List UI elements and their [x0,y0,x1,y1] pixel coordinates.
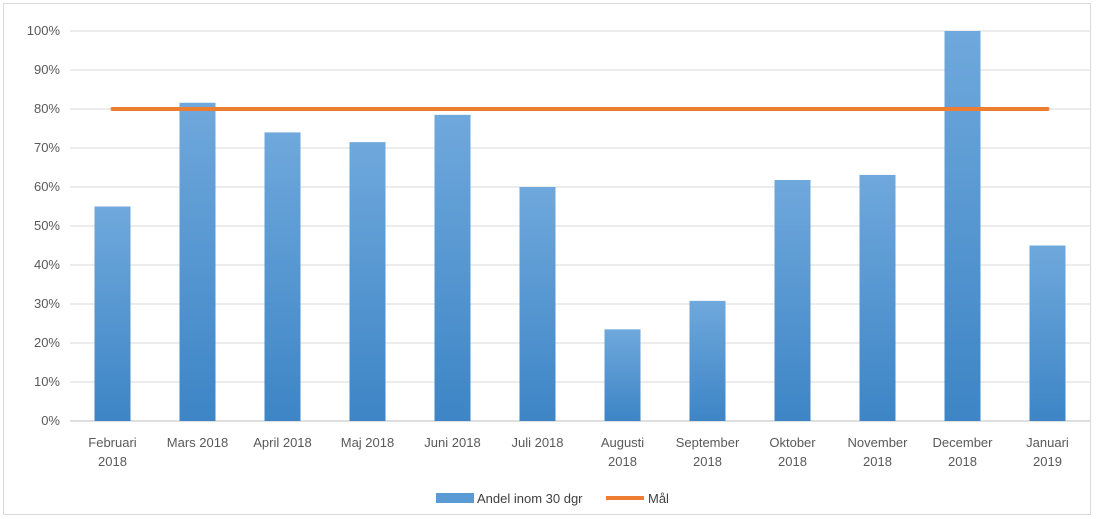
x-tick-label: April 2018 [253,435,312,450]
y-tick-label: 40% [34,257,60,272]
bar [859,174,896,421]
x-tick-label: Augusti 2018 [601,435,644,469]
legend: Andel inom 30 dgr Mål [436,491,669,506]
bar-series [94,31,1066,421]
bar [264,132,301,421]
bar [774,179,811,421]
y-axis-ticks: 0% 10% 20% 30% 40% 50% 60% 70% 80% 90% 100% [27,23,61,428]
y-tick-label: 0% [41,413,60,428]
x-tick-label: November 2018 [848,435,909,469]
y-tick-label: 80% [34,101,60,116]
x-tick-label: Juni 2018 [424,435,480,450]
y-tick-label: 70% [34,140,60,155]
legend-label-line: Mål [648,491,669,506]
x-tick-label: Februari 2018 [88,435,137,469]
x-tick-label: Januari 2019 [1026,435,1069,469]
bar [349,142,386,421]
bar [604,329,641,421]
legend-label-bar: Andel inom 30 dgr [477,491,583,506]
y-tick-label: 50% [34,218,60,233]
y-tick-label: 100% [27,23,61,38]
bar [689,300,726,421]
gridlines [70,30,1090,422]
x-tick-label: Maj 2018 [341,435,394,450]
y-tick-label: 30% [34,296,60,311]
bar [179,102,216,421]
x-tick-label: September 2018 [676,435,740,469]
x-tick-label: December 2018 [933,435,994,469]
y-tick-label: 90% [34,62,60,77]
x-tick-label: Juli 2018 [511,435,563,450]
y-tick-label: 10% [34,374,60,389]
x-tick-label: Mars 2018 [167,435,228,450]
y-tick-label: 60% [34,179,60,194]
x-tick-label: Oktober 2018 [769,435,816,469]
bar [434,114,471,421]
x-axis-ticks: Februari 2018 Mars 2018 April 2018 Maj 2018 J… [88,435,1069,469]
bar [944,31,981,421]
legend-swatch-bar [436,493,474,503]
y-tick-label: 20% [34,335,60,350]
bar [519,187,556,421]
bar [94,206,131,421]
bar [1029,245,1066,421]
